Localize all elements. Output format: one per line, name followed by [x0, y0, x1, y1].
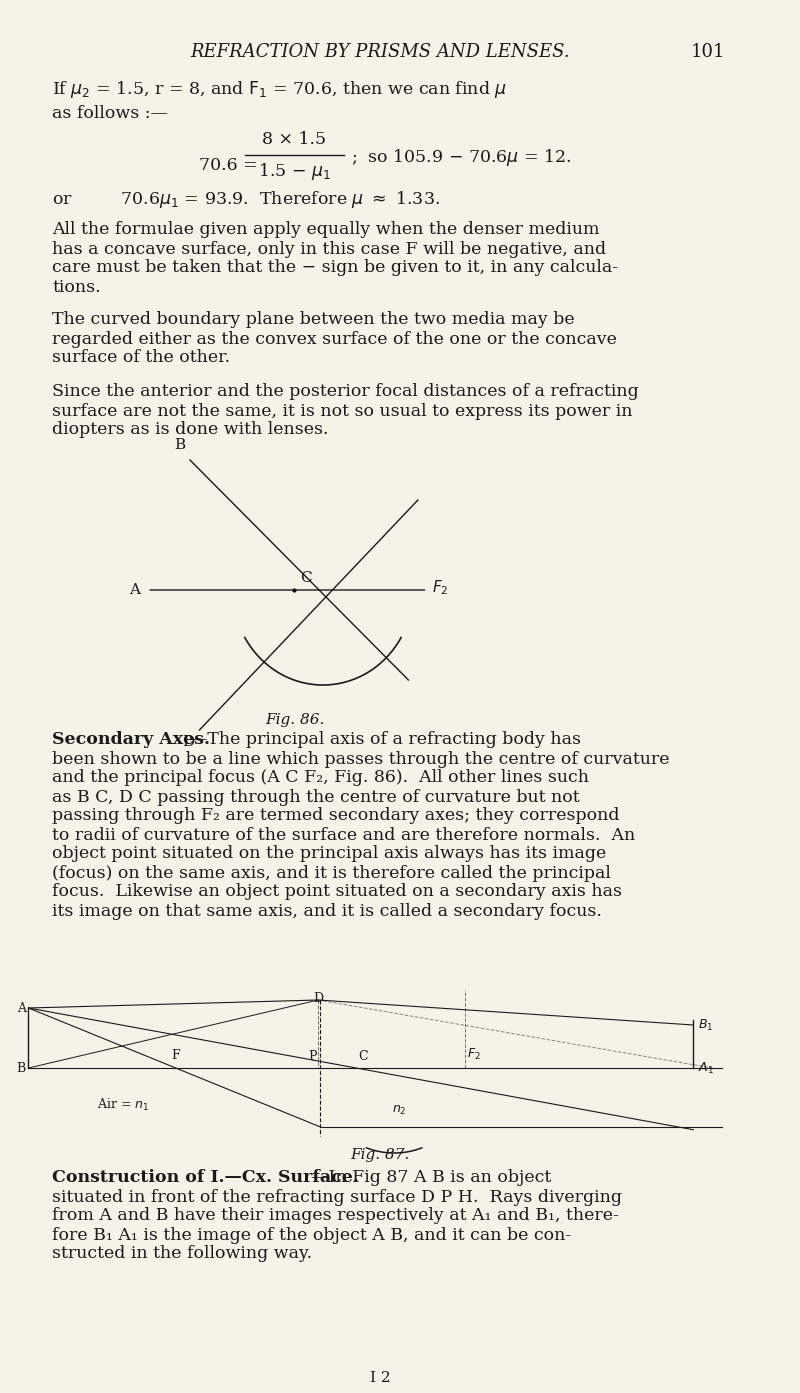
Text: The curved boundary plane between the two media may be: The curved boundary plane between the tw… [52, 312, 575, 329]
Text: care must be taken that the − sign be given to it, in any calcula-: care must be taken that the − sign be gi… [52, 259, 618, 276]
Text: —In Fig 87 A B is an object: —In Fig 87 A B is an object [310, 1170, 551, 1187]
Text: REFRACTION BY PRISMS AND LENSES.: REFRACTION BY PRISMS AND LENSES. [190, 43, 570, 61]
Text: diopters as is done with lenses.: diopters as is done with lenses. [52, 422, 329, 439]
Text: situated in front of the refracting surface D P H.  Rays diverging: situated in front of the refracting surf… [52, 1188, 622, 1205]
Text: from A and B have their images respectively at A₁ and B₁, there-: from A and B have their images respectiv… [52, 1208, 619, 1224]
Text: F: F [171, 1049, 180, 1061]
Text: regarded either as the convex surface of the one or the concave: regarded either as the convex surface of… [52, 330, 617, 347]
Text: $B_1$: $B_1$ [698, 1017, 714, 1032]
Text: been shown to be a line which passes through the centre of curvature: been shown to be a line which passes thr… [52, 751, 670, 768]
Text: as follows :—: as follows :— [52, 104, 168, 121]
Text: P: P [308, 1050, 316, 1063]
Text: has a concave surface, only in this case F will be negative, and: has a concave surface, only in this case… [52, 241, 606, 258]
Text: $F_2$: $F_2$ [467, 1048, 481, 1061]
Text: C: C [300, 571, 312, 585]
Text: Since the anterior and the posterior focal distances of a refracting: Since the anterior and the posterior foc… [52, 383, 639, 401]
Text: $A_1$: $A_1$ [698, 1060, 714, 1075]
Text: to radii of curvature of the surface and are therefore normals.  An: to radii of curvature of the surface and… [52, 826, 635, 844]
Text: Secondary Axes.: Secondary Axes. [52, 731, 210, 748]
Text: passing through F₂ are termed secondary axes; they correspond: passing through F₂ are termed secondary … [52, 808, 620, 825]
Text: D: D [182, 736, 194, 749]
Text: (focus) on the same axis, and it is therefore called the principal: (focus) on the same axis, and it is ther… [52, 865, 611, 882]
Text: surface are not the same, it is not so usual to express its power in: surface are not the same, it is not so u… [52, 403, 633, 419]
Text: or         70.6$\mu_1$ = 93.9.  Therefore $\mu$ $\approx$ 1.33.: or 70.6$\mu_1$ = 93.9. Therefore $\mu$ $… [52, 189, 440, 210]
Text: —The principal axis of a refracting body has: —The principal axis of a refracting body… [190, 731, 581, 748]
Text: as B C, D C passing through the centre of curvature but not: as B C, D C passing through the centre o… [52, 788, 580, 805]
Text: Fig. 87.: Fig. 87. [350, 1148, 410, 1162]
Text: Air = $n_1$: Air = $n_1$ [98, 1096, 150, 1113]
Text: A: A [17, 1002, 26, 1014]
Text: A: A [129, 584, 140, 598]
Text: $n_2$: $n_2$ [392, 1103, 406, 1117]
Text: tions.: tions. [52, 279, 101, 295]
Text: and the principal focus (A C F₂, Fig. 86).  All other lines such: and the principal focus (A C F₂, Fig. 86… [52, 769, 590, 787]
Text: $F_2$: $F_2$ [432, 578, 449, 598]
Text: I 2: I 2 [370, 1371, 390, 1385]
Text: Construction of I.—Cx. Surface.: Construction of I.—Cx. Surface. [52, 1170, 359, 1187]
Text: surface of the other.: surface of the other. [52, 350, 230, 366]
Text: fore B₁ A₁ is the image of the object A B, and it can be con-: fore B₁ A₁ is the image of the object A … [52, 1226, 571, 1244]
Text: 101: 101 [690, 43, 725, 61]
Text: All the formulae given apply equally when the denser medium: All the formulae given apply equally whe… [52, 221, 600, 238]
Text: Fig. 86.: Fig. 86. [265, 713, 324, 727]
Text: 8 × 1.5: 8 × 1.5 [262, 131, 326, 149]
Text: B: B [174, 437, 186, 451]
Text: If $\mu_2$ = 1.5, r = 8, and $\mathrm{F_1}$ = 70.6, then we can find $\mu$: If $\mu_2$ = 1.5, r = 8, and $\mathrm{F_… [52, 79, 507, 100]
Text: B: B [16, 1061, 26, 1074]
Text: its image on that same axis, and it is called a secondary focus.: its image on that same axis, and it is c… [52, 903, 602, 919]
Text: structed in the following way.: structed in the following way. [52, 1245, 312, 1262]
Text: focus.  Likewise an object point situated on a secondary axis has: focus. Likewise an object point situated… [52, 883, 622, 900]
Text: 1.5 $-$ $\mu_1$: 1.5 $-$ $\mu_1$ [258, 162, 331, 182]
Text: object point situated on the principal axis always has its image: object point situated on the principal a… [52, 846, 606, 862]
Text: 70.6 =: 70.6 = [199, 156, 258, 174]
Text: D: D [313, 992, 323, 1004]
Text: C: C [358, 1050, 368, 1063]
Text: ;  so 105.9 $-$ 70.6$\mu$ = 12.: ; so 105.9 $-$ 70.6$\mu$ = 12. [351, 148, 572, 169]
